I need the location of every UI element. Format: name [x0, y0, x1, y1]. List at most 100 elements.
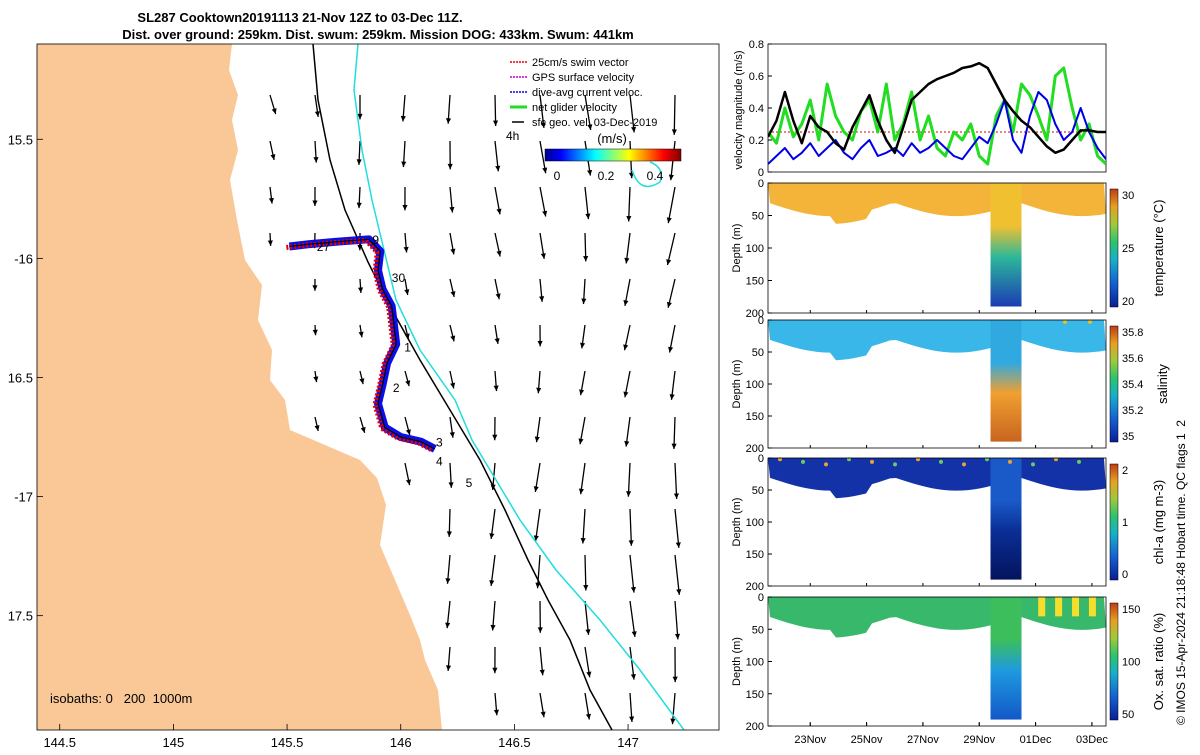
velocity-ytick-label: 0.4: [749, 103, 764, 115]
section-colorbar-tick: 30: [1122, 190, 1134, 202]
section-ytick-label: 0: [758, 453, 764, 465]
section-ytick-label: 50: [752, 485, 764, 497]
time-tick-label: 29Nov: [963, 734, 995, 746]
chl-sample-dot: [1077, 460, 1081, 464]
section-ytick-label: 0: [758, 592, 764, 604]
time-tick-label: 27Nov: [907, 734, 939, 746]
section-colorbar-label: salinity: [1155, 364, 1170, 404]
section-ytick-label: 100: [746, 243, 764, 255]
chl-sample-dot: [962, 462, 966, 466]
speed-colorbar-tick-2: 0.4: [647, 169, 664, 183]
legend-swim-label: 25cm/s swim vector: [532, 57, 629, 69]
section-colorbar: [1110, 464, 1118, 580]
chl-sample-dot: [1008, 460, 1012, 464]
day-label: 4: [436, 455, 443, 469]
deep-profile-column: [991, 597, 1022, 720]
legend-net-label: net glider velocity: [532, 102, 617, 114]
high-oxygen-patch: [1038, 597, 1045, 616]
chl-sample-dot: [939, 460, 943, 464]
section-colorbar-tick: 50: [1122, 709, 1134, 721]
map-ytick-label: 16.5: [8, 370, 33, 385]
legend-geo-label: sfc geo. vel. 03-Dec-2019: [532, 117, 657, 129]
section-ytick-label: 0: [758, 178, 764, 190]
section-colorbar-tick: 1: [1122, 517, 1128, 529]
section-ylabel: Depth (m): [731, 637, 743, 686]
section-colorbar-tick: 35.8: [1122, 327, 1143, 339]
velocity-ylabel: velocity magnitude (m/s): [733, 50, 745, 169]
velocity-ytick-label: 0.8: [749, 39, 764, 51]
section-ytick-label: 100: [746, 517, 764, 529]
map-xtick-label: 145: [163, 735, 185, 750]
section-ytick-label: 150: [746, 411, 764, 423]
section-ytick-label: 150: [746, 549, 764, 561]
speed-colorbar-tick-0: 0: [554, 169, 561, 183]
section-ytick-label: 50: [752, 211, 764, 223]
section-colorbar: [1110, 189, 1118, 307]
map-xtick-label: 144.5: [43, 735, 76, 750]
time-tick-label: 03Dec: [1076, 734, 1108, 746]
section-colorbar-tick: 35.6: [1122, 353, 1143, 365]
section-colorbar-tick: 25: [1122, 243, 1134, 255]
section-colorbar-tick: 20: [1122, 296, 1134, 308]
annotation-4h: 4h: [506, 129, 519, 143]
section-ytick-label: 50: [752, 624, 764, 636]
section-colorbar-tick: 35.4: [1122, 379, 1143, 391]
high-oxygen-patch: [1089, 597, 1096, 616]
day-label: 30: [392, 271, 406, 285]
legend-gps-label: GPS surface velocity: [532, 72, 635, 84]
chl-sample-dot: [1031, 462, 1035, 466]
chl-sample-dot: [801, 460, 805, 464]
day-label: 27: [317, 240, 331, 254]
title-line-1: SL287 Cooktown20191113 21-Nov 12Z to 03-…: [137, 10, 462, 25]
credit-line: © IMOS 15-Apr-2024 21:18:48 Hobart time.…: [1174, 420, 1188, 725]
map-xtick-label: 147: [617, 735, 639, 750]
high-oxygen-patch: [1055, 597, 1062, 616]
chl-sample-dot: [824, 462, 828, 466]
time-tick-label: 23Nov: [794, 734, 826, 746]
section-ylabel: Depth (m): [731, 224, 743, 273]
deep-profile-column: [991, 183, 1022, 307]
day-label: 5: [466, 476, 473, 490]
section-colorbar: [1110, 603, 1118, 720]
speed-colorbar-tick-1: 0.2: [598, 169, 615, 183]
map-xtick-label: 146: [390, 735, 412, 750]
time-tick-label: 25Nov: [851, 734, 883, 746]
section-ytick-label: 150: [746, 689, 764, 701]
salinity-sample-dot: [1088, 320, 1092, 324]
section-ytick-label: 100: [746, 657, 764, 669]
chl-sample-dot: [893, 462, 897, 466]
title-line-2: Dist. over ground: 259km. Dist. swum: 25…: [122, 27, 634, 42]
deep-profile-column: [991, 458, 1022, 580]
section-ytick-label: 0: [758, 315, 764, 327]
section-colorbar-tick: 35.2: [1122, 405, 1143, 417]
map-xtick-label: 145.5: [271, 735, 304, 750]
map-ytick-label: 17.5: [8, 609, 33, 624]
section-colorbar-tick: 100: [1122, 657, 1140, 669]
velocity-ytick-label: 0.2: [749, 135, 764, 147]
speed-colorbar-label: (m/s): [597, 131, 627, 146]
section-colorbar-tick: 2: [1122, 465, 1128, 477]
section-ytick-label: 150: [746, 276, 764, 288]
chl-sample-dot: [870, 460, 874, 464]
section-colorbar: [1110, 326, 1118, 442]
salinity-sample-dot: [1063, 320, 1067, 324]
deep-profile-column: [991, 320, 1022, 442]
legend-current-label: dive-avg current veloc.: [532, 87, 643, 99]
section-colorbar-tick: 0: [1122, 569, 1128, 581]
section-ytick-label: 100: [746, 379, 764, 391]
time-tick-label: 01Dec: [1020, 734, 1052, 746]
section-colorbar-label: temperature (°C): [1151, 200, 1166, 297]
day-label: 1: [404, 340, 411, 354]
isobaths-note: isobaths: 0 200 1000m: [50, 691, 192, 706]
section-colorbar-tick: 150: [1122, 604, 1140, 616]
map-ytick-label: 15.5: [8, 132, 33, 147]
high-oxygen-patch: [1072, 597, 1079, 616]
day-label: 3: [436, 436, 443, 450]
